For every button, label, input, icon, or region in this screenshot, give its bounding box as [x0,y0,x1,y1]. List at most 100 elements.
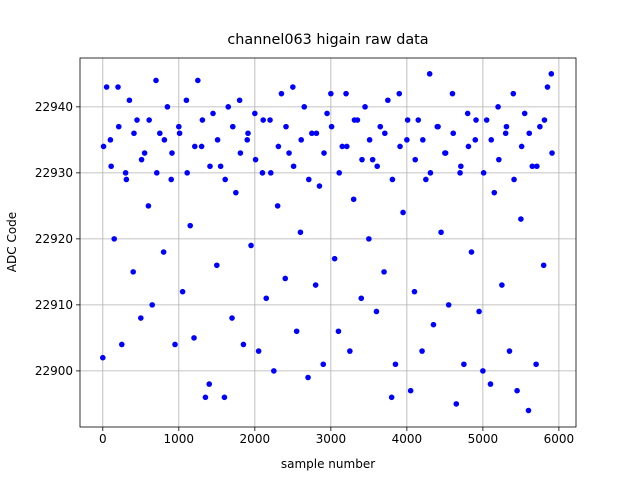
data-point [458,163,464,170]
data-point [472,137,479,143]
data-point [465,143,472,150]
y-tick-label: 22940 [35,100,73,114]
y-tick-label: 22910 [35,298,73,312]
data-point [362,104,368,110]
data-point [282,275,289,282]
data-point [320,361,327,368]
data-point [146,117,152,123]
data-point [274,203,281,209]
data-point [176,130,183,137]
data-point [202,394,209,401]
data-point [450,130,457,137]
data-point [187,222,194,229]
x-tick-label: 2000 [240,432,271,446]
data-point [540,262,547,269]
data-point [252,110,258,117]
data-point [298,137,305,143]
data-point [503,123,510,130]
data-point [397,143,403,150]
data-point [526,130,533,137]
data-point [533,361,539,368]
data-point [388,394,395,401]
data-point [184,170,190,176]
data-point [369,156,376,163]
data-point [191,143,198,150]
data-point [351,117,358,123]
data-point [548,71,555,77]
data-point [483,117,490,123]
data-point [130,269,137,275]
data-point [518,216,524,222]
data-point [427,170,434,176]
data-point [259,170,266,176]
data-point [131,130,137,137]
data-point [161,137,168,143]
data-point [514,387,520,394]
data-point [373,308,380,315]
data-point [206,381,213,387]
data-point [195,77,201,84]
data-point [328,123,335,130]
data-point [377,123,384,130]
data-point [290,163,297,170]
data-point [306,176,312,183]
data-point [198,143,205,150]
plot-area [80,58,576,427]
data-point [225,104,232,110]
data-point [260,117,266,123]
data-point [100,354,106,361]
data-point [153,170,160,176]
data-point [324,110,330,117]
data-point [240,341,247,348]
data-point [537,123,543,130]
data-point [233,189,239,196]
data-point [169,150,175,156]
data-point [480,170,487,176]
data-point [420,137,426,143]
data-point [438,229,444,236]
data-point [473,117,479,123]
data-point [442,150,449,156]
data-point [244,137,251,143]
data-point [335,328,342,335]
data-point [461,361,467,368]
data-point [107,137,114,143]
data-point [293,328,300,335]
data-point [157,130,163,137]
data-point [134,117,140,123]
data-point [183,97,190,104]
data-point [344,143,350,150]
data-point [160,249,167,255]
data-point [521,110,528,117]
data-point [138,315,144,321]
data-point [502,130,509,137]
data-point [108,163,114,170]
x-tick-label: 5000 [468,432,499,446]
x-tick-label: 1000 [164,432,195,446]
data-point [488,137,495,143]
data-point [122,170,129,176]
data-point [179,288,186,295]
data-point [487,381,494,387]
data-point [286,150,292,156]
data-point [145,203,152,209]
data-point [191,335,197,341]
data-point [245,130,251,137]
data-point [396,90,403,97]
data-point [464,110,471,117]
data-point [301,104,308,110]
data-point [389,176,396,183]
data-point [366,137,373,143]
x-tick-label: 4000 [392,432,423,446]
data-point [252,156,259,163]
data-point [210,110,216,117]
data-point [511,176,517,183]
data-point [347,348,353,354]
data-point [267,170,274,176]
data-point [297,229,304,236]
data-point [229,315,235,321]
data-point [199,117,206,123]
data-point [217,163,224,170]
data-point [111,236,118,242]
